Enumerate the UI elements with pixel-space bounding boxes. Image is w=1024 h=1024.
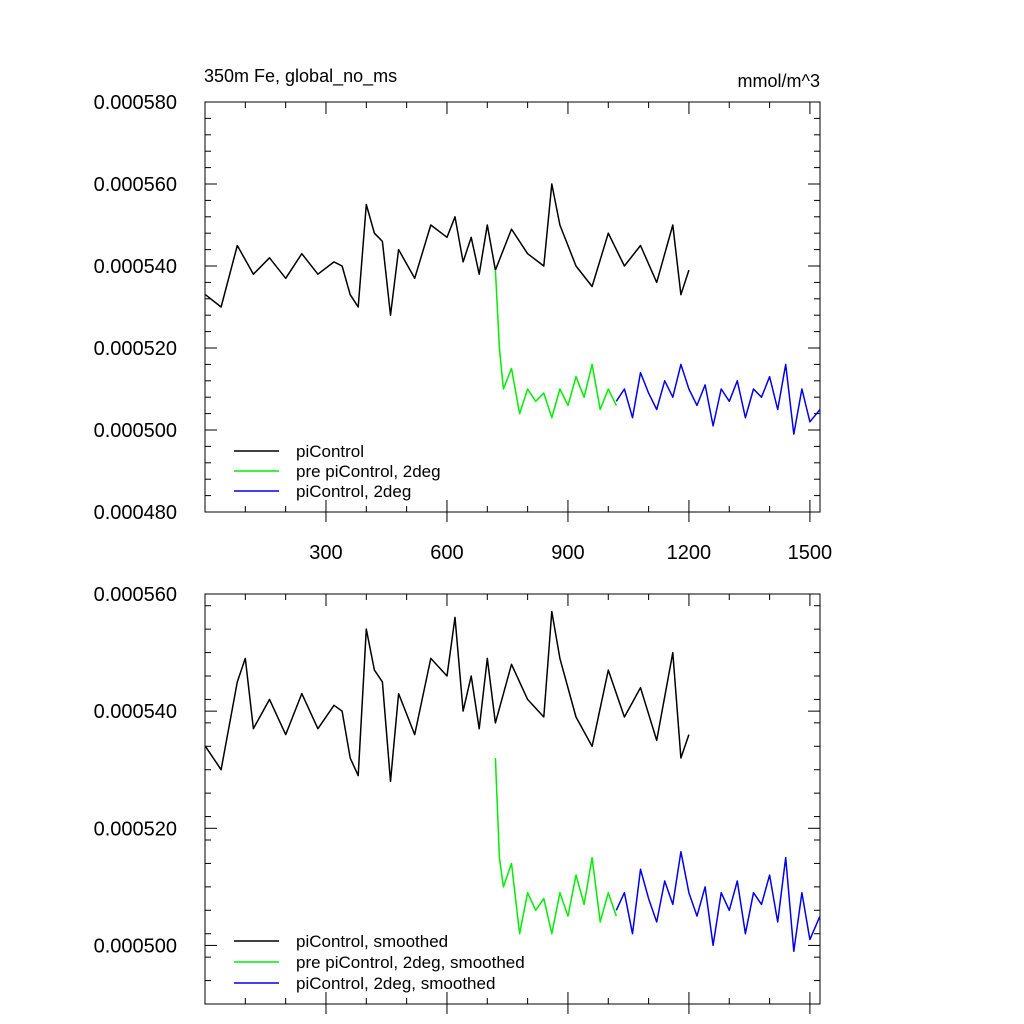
- top-ytick-label: 0.000520: [94, 338, 177, 360]
- top-xtick-label: 300: [309, 542, 342, 564]
- bottom-panel: piControl, smoothed pre piControl, 2deg,…: [94, 584, 821, 1014]
- top-ytick-label: 0.000540: [94, 256, 177, 278]
- top-series-line-2: [615, 363, 821, 435]
- top-xtick-label: 1200: [667, 542, 712, 564]
- bottom-series-line-1: [494, 757, 618, 935]
- bottom-legend-label-2: piControl, 2deg, smoothed: [296, 974, 495, 993]
- bottom-legend-label-1: pre piControl, 2deg, smoothed: [296, 953, 525, 972]
- top-title-left: 350m Fe, global_no_ms: [204, 66, 397, 87]
- bottom-ytick-label: 0.000500: [94, 935, 177, 957]
- bottom-ytick-label: 0.000560: [94, 584, 177, 606]
- top-ytick-label: 0.000500: [94, 420, 177, 442]
- bottom-ytick-label: 0.000520: [94, 818, 177, 840]
- top-xtick-label: 600: [430, 542, 463, 564]
- top-series-line-0: [204, 183, 690, 316]
- top-panel: 350m Fe, global_no_ms mmol/m^3 piControl…: [94, 66, 833, 564]
- top-ytick-label: 0.000560: [94, 174, 177, 196]
- top-series-line-1: [494, 270, 617, 419]
- top-plot-frame: [204, 101, 821, 513]
- top-legend-label-0: piControl: [296, 442, 364, 461]
- bottom-legend-label-0: piControl, smoothed: [296, 932, 448, 951]
- top-xtick-label: 900: [551, 542, 584, 564]
- bottom-ytick-label: 0.000540: [94, 701, 177, 723]
- top-legend-label-1: pre piControl, 2deg: [296, 462, 441, 481]
- bottom-plot-frame: [204, 593, 821, 1005]
- bottom-legend: piControl, smoothed pre piControl, 2deg,…: [234, 932, 525, 993]
- top-legend: piControl pre piControl, 2deg piControl,…: [234, 442, 441, 501]
- top-ytick-label: 0.000480: [94, 502, 177, 524]
- bottom-series-line-2: [615, 850, 821, 953]
- top-xtick-label: 1500: [788, 542, 833, 564]
- top-title-right: mmol/m^3: [738, 71, 820, 91]
- bottom-series-line-0: [204, 610, 690, 783]
- top-ytick-label: 0.000580: [94, 92, 177, 114]
- top-legend-label-2: piControl, 2deg: [296, 482, 411, 501]
